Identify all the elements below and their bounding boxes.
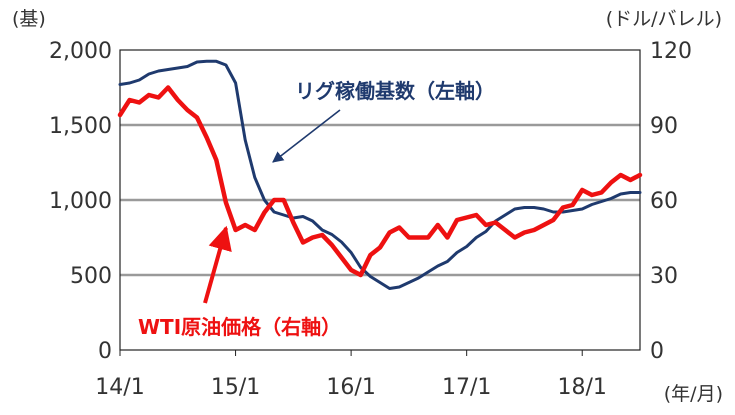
left-tick-label: 0 [98,339,112,364]
wti-price-line [117,85,643,278]
x-tick-label: 18/1 [558,375,607,400]
left-tick-label: 2,000 [49,39,112,64]
right-tick-label: 120 [650,39,692,64]
left-tick-label: 1,500 [49,114,112,139]
plot-frame [119,49,641,351]
right-axis-ticks: 0 30 60 90 120 [650,39,692,364]
rig-count-annotation: リグ稼働基数（左軸） [295,79,495,103]
right-tick-label: 60 [650,189,678,214]
series-layer [117,59,643,290]
right-tick-label: 30 [650,264,678,289]
x-tick-label: 16/1 [326,375,375,400]
wti-price-arrow [203,225,232,304]
rig-count-line [118,59,642,290]
right-tick-label: 0 [650,339,664,364]
x-tick-label: 15/1 [211,375,260,400]
right-axis-unit: (ドル/バレル) [606,8,722,30]
left-tick-label: 1,000 [49,189,112,214]
x-axis-ticks: 14/1 15/1 16/1 17/1 18/1 [95,350,607,400]
x-tick-label: 17/1 [442,375,491,400]
left-tick-label: 500 [70,264,112,289]
x-axis-unit: (年/月) [664,383,723,405]
left-axis-ticks: 0 500 1,000 1,500 2,000 [49,39,112,364]
rig-count-arrow [272,109,341,163]
x-tick-label: 14/1 [95,375,144,400]
left-axis-unit: (基) [12,8,46,30]
gridlines [120,123,640,277]
right-tick-label: 90 [650,114,678,139]
wti-price-annotation: WTI原油価格（右軸） [138,315,341,339]
